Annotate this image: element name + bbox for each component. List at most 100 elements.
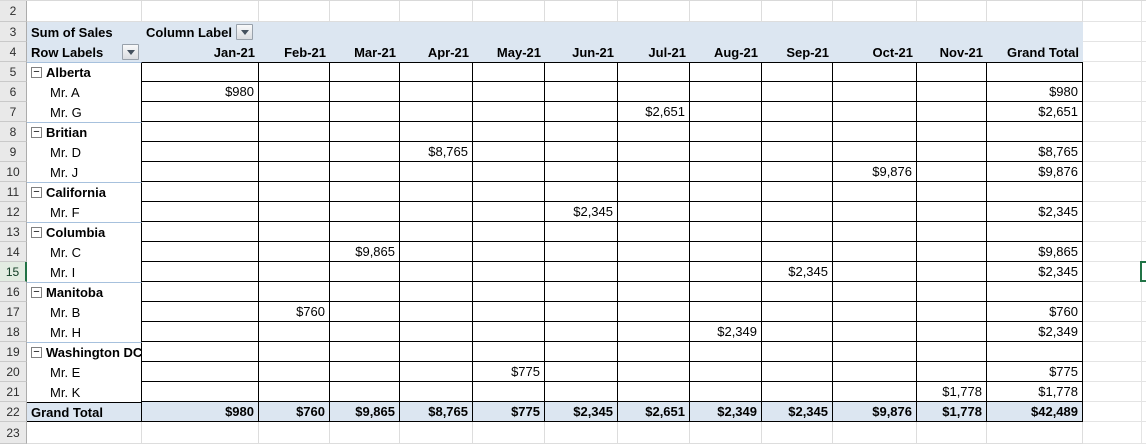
row-label-detail-cell[interactable]: Mr. E [27, 362, 142, 382]
value-cell[interactable] [142, 322, 259, 342]
value-cell[interactable] [833, 222, 917, 242]
empty-cell[interactable] [400, 1, 473, 22]
row-total-cell[interactable] [987, 182, 1083, 202]
value-cell[interactable] [833, 122, 917, 142]
value-cell[interactable] [142, 142, 259, 162]
value-cell[interactable] [259, 242, 330, 262]
empty-cell[interactable] [545, 422, 618, 444]
value-cell[interactable]: $2,345 [545, 202, 618, 222]
column-header-May-21[interactable]: May-21 [473, 42, 545, 62]
column-header-Nov-21[interactable]: Nov-21 [917, 42, 987, 62]
value-cell[interactable] [259, 322, 330, 342]
row-total-cell[interactable]: $1,778 [987, 382, 1083, 402]
grand-total-value-cell[interactable]: $9,876 [833, 402, 917, 422]
value-cell[interactable] [917, 342, 987, 362]
row-number-header[interactable]: 18 [0, 322, 27, 342]
value-cell[interactable] [762, 62, 833, 82]
value-cell[interactable] [833, 262, 917, 282]
value-cell[interactable] [917, 222, 987, 242]
value-cell[interactable] [259, 382, 330, 402]
value-cell[interactable] [917, 362, 987, 382]
value-cell[interactable] [330, 222, 400, 242]
value-cell[interactable] [400, 262, 473, 282]
value-cell[interactable] [259, 222, 330, 242]
value-cell[interactable] [142, 62, 259, 82]
row-number-header[interactable]: 23 [0, 422, 27, 444]
pivot-row-field-cell[interactable]: Row Labels [27, 42, 142, 62]
value-cell[interactable] [917, 282, 987, 302]
value-cell[interactable] [833, 362, 917, 382]
value-cell[interactable] [917, 182, 987, 202]
value-cell[interactable] [400, 162, 473, 182]
row-number-header[interactable]: 22 [0, 402, 27, 422]
value-cell[interactable] [330, 122, 400, 142]
value-cell[interactable] [259, 162, 330, 182]
value-cell[interactable] [917, 82, 987, 102]
empty-cell[interactable] [330, 1, 400, 22]
value-cell[interactable] [142, 122, 259, 142]
empty-cell[interactable] [987, 1, 1083, 22]
value-cell[interactable] [762, 382, 833, 402]
value-cell[interactable] [400, 82, 473, 102]
value-cell[interactable] [618, 382, 690, 402]
value-cell[interactable] [762, 322, 833, 342]
column-header-Sep-21[interactable]: Sep-21 [762, 42, 833, 62]
value-cell[interactable] [690, 242, 762, 262]
value-cell[interactable] [833, 182, 917, 202]
value-cell[interactable] [762, 122, 833, 142]
value-cell[interactable] [690, 382, 762, 402]
filter-dropdown-button[interactable] [236, 24, 253, 40]
value-cell[interactable] [142, 262, 259, 282]
value-cell[interactable] [690, 102, 762, 122]
value-cell[interactable] [330, 382, 400, 402]
value-cell[interactable] [400, 102, 473, 122]
value-cell[interactable] [690, 142, 762, 162]
value-cell[interactable] [473, 382, 545, 402]
value-cell[interactable] [545, 322, 618, 342]
value-cell[interactable] [917, 202, 987, 222]
value-cell[interactable] [618, 62, 690, 82]
row-number-header[interactable]: 2 [0, 1, 27, 22]
row-number-header[interactable]: 16 [0, 282, 27, 302]
value-cell[interactable] [545, 242, 618, 262]
value-cell[interactable]: $760 [259, 302, 330, 322]
value-cell[interactable] [545, 362, 618, 382]
value-cell[interactable] [473, 242, 545, 262]
row-number-header[interactable]: 8 [0, 122, 27, 142]
grand-total-value-cell[interactable]: $2,651 [618, 402, 690, 422]
value-cell[interactable] [259, 202, 330, 222]
value-cell[interactable] [473, 182, 545, 202]
value-cell[interactable] [259, 102, 330, 122]
column-header-Jul-21[interactable]: Jul-21 [618, 42, 690, 62]
value-cell[interactable] [545, 102, 618, 122]
value-cell[interactable] [618, 202, 690, 222]
value-cell[interactable] [473, 202, 545, 222]
value-cell[interactable] [142, 222, 259, 242]
value-cell[interactable] [330, 62, 400, 82]
collapse-icon[interactable]: − [31, 287, 42, 298]
value-cell[interactable] [833, 302, 917, 322]
row-number-header[interactable]: 12 [0, 202, 27, 222]
grand-total-value-cell[interactable]: $9,865 [330, 402, 400, 422]
value-cell[interactable] [762, 242, 833, 262]
value-cell[interactable] [400, 182, 473, 202]
value-cell[interactable] [259, 262, 330, 282]
value-cell[interactable] [545, 142, 618, 162]
row-total-cell[interactable] [987, 282, 1083, 302]
empty-cell[interactable] [833, 422, 917, 444]
value-cell[interactable] [330, 202, 400, 222]
value-cell[interactable] [142, 182, 259, 202]
value-cell[interactable] [833, 282, 917, 302]
value-cell[interactable] [762, 362, 833, 382]
row-number-header[interactable]: 6 [0, 82, 27, 102]
column-header-Aug-21[interactable]: Aug-21 [690, 42, 762, 62]
column-header-Jan-21[interactable]: Jan-21 [142, 42, 259, 62]
row-number-header[interactable]: 21 [0, 382, 27, 402]
value-cell[interactable] [330, 102, 400, 122]
value-cell[interactable] [142, 282, 259, 302]
value-cell[interactable] [473, 162, 545, 182]
value-cell[interactable] [400, 342, 473, 362]
row-total-cell[interactable]: $775 [987, 362, 1083, 382]
grand-total-value-cell[interactable]: $760 [259, 402, 330, 422]
row-total-cell[interactable] [987, 122, 1083, 142]
